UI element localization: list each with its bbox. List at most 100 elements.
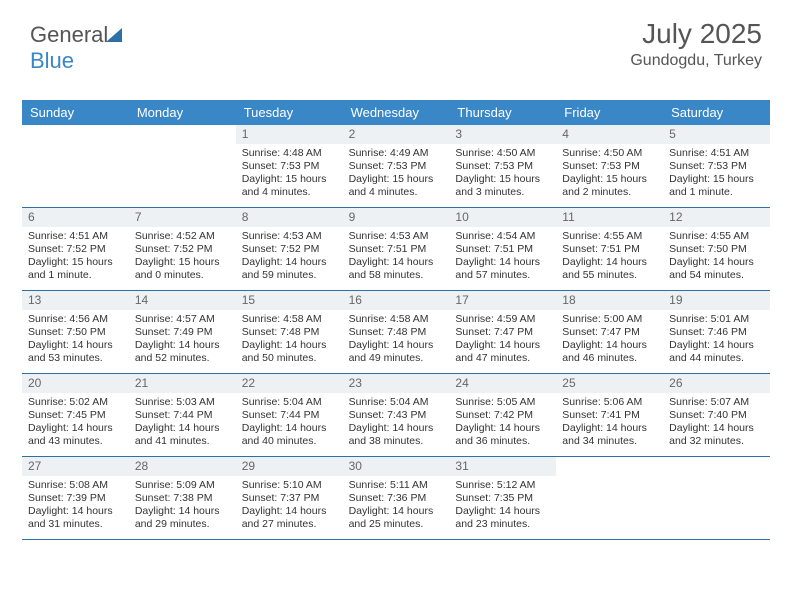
daylight-line: Daylight: 14 hours and 53 minutes. — [28, 339, 113, 364]
day-header: Tuesday — [236, 100, 343, 125]
calendar-cell: 1Sunrise: 4:48 AMSunset: 7:53 PMDaylight… — [236, 125, 343, 207]
logo: General Blue — [30, 22, 122, 74]
calendar-cell: 17Sunrise: 4:59 AMSunset: 7:47 PMDayligh… — [449, 291, 556, 373]
weeks-container: .. 1Sunrise: 4:48 AMSunset: 7:53 PMDaylig… — [22, 125, 770, 540]
sunset-line: Sunset: 7:52 PM — [28, 243, 106, 255]
day-number: 3 — [449, 125, 556, 144]
sunrise-line: Sunrise: 5:00 AM — [562, 313, 642, 325]
sunset-line: Sunset: 7:53 PM — [669, 160, 747, 172]
day-header-row: Sunday Monday Tuesday Wednesday Thursday… — [22, 100, 770, 125]
day-number: 12 — [663, 208, 770, 227]
sunrise-line: Sunrise: 4:49 AM — [349, 147, 429, 159]
calendar-cell: 24Sunrise: 5:05 AMSunset: 7:42 PMDayligh… — [449, 374, 556, 456]
calendar-cell: 27Sunrise: 5:08 AMSunset: 7:39 PMDayligh… — [22, 457, 129, 539]
sunrise-line: Sunrise: 5:03 AM — [135, 396, 215, 408]
sunset-line: Sunset: 7:44 PM — [242, 409, 320, 421]
sunset-line: Sunset: 7:52 PM — [242, 243, 320, 255]
day-number: 2 — [343, 125, 450, 144]
daylight-line: Daylight: 14 hours and 36 minutes. — [455, 422, 540, 447]
sunset-line: Sunset: 7:40 PM — [669, 409, 747, 421]
day-number: 13 — [22, 291, 129, 310]
day-number: 9 — [343, 208, 450, 227]
sunrise-line: Sunrise: 5:02 AM — [28, 396, 108, 408]
sunrise-line: Sunrise: 4:50 AM — [562, 147, 642, 159]
sunset-line: Sunset: 7:39 PM — [28, 492, 106, 504]
day-number: 28 — [129, 457, 236, 476]
daylight-line: Daylight: 15 hours and 1 minute. — [669, 173, 754, 198]
calendar-cell: 6Sunrise: 4:51 AMSunset: 7:52 PMDaylight… — [22, 208, 129, 290]
sunrise-line: Sunrise: 5:07 AM — [669, 396, 749, 408]
day-header: Sunday — [22, 100, 129, 125]
sunrise-line: Sunrise: 5:05 AM — [455, 396, 535, 408]
calendar-cell: 5Sunrise: 4:51 AMSunset: 7:53 PMDaylight… — [663, 125, 770, 207]
daylight-line: Daylight: 14 hours and 40 minutes. — [242, 422, 327, 447]
daylight-line: Daylight: 14 hours and 54 minutes. — [669, 256, 754, 281]
sunrise-line: Sunrise: 5:11 AM — [349, 479, 428, 491]
day-number: 29 — [236, 457, 343, 476]
sunrise-line: Sunrise: 4:50 AM — [455, 147, 535, 159]
calendar-cell: 11Sunrise: 4:55 AMSunset: 7:51 PMDayligh… — [556, 208, 663, 290]
daylight-line: Daylight: 15 hours and 1 minute. — [28, 256, 113, 281]
week-row: 27Sunrise: 5:08 AMSunset: 7:39 PMDayligh… — [22, 457, 770, 540]
day-header: Thursday — [449, 100, 556, 125]
daylight-line: Daylight: 14 hours and 43 minutes. — [28, 422, 113, 447]
logo-text-2: Blue — [30, 48, 74, 73]
day-number: 23 — [343, 374, 450, 393]
day-number: 30 — [343, 457, 450, 476]
calendar-cell: 18Sunrise: 5:00 AMSunset: 7:47 PMDayligh… — [556, 291, 663, 373]
sunrise-line: Sunrise: 5:04 AM — [242, 396, 322, 408]
sunset-line: Sunset: 7:52 PM — [135, 243, 213, 255]
sunrise-line: Sunrise: 4:51 AM — [669, 147, 749, 159]
calendar-cell: 7Sunrise: 4:52 AMSunset: 7:52 PMDaylight… — [129, 208, 236, 290]
daylight-line: Daylight: 15 hours and 4 minutes. — [242, 173, 327, 198]
calendar-cell: 29Sunrise: 5:10 AMSunset: 7:37 PMDayligh… — [236, 457, 343, 539]
daylight-line: Daylight: 14 hours and 32 minutes. — [669, 422, 754, 447]
sunrise-line: Sunrise: 5:04 AM — [349, 396, 429, 408]
calendar-cell: 26Sunrise: 5:07 AMSunset: 7:40 PMDayligh… — [663, 374, 770, 456]
day-number: 17 — [449, 291, 556, 310]
sunrise-line: Sunrise: 4:58 AM — [349, 313, 429, 325]
daylight-line: Daylight: 14 hours and 34 minutes. — [562, 422, 647, 447]
sunrise-line: Sunrise: 5:08 AM — [28, 479, 108, 491]
sunset-line: Sunset: 7:46 PM — [669, 326, 747, 338]
sunset-line: Sunset: 7:35 PM — [455, 492, 533, 504]
calendar-cell: 30Sunrise: 5:11 AMSunset: 7:36 PMDayligh… — [343, 457, 450, 539]
daylight-line: Daylight: 14 hours and 44 minutes. — [669, 339, 754, 364]
calendar-cell: 8Sunrise: 4:53 AMSunset: 7:52 PMDaylight… — [236, 208, 343, 290]
calendar-cell: 4Sunrise: 4:50 AMSunset: 7:53 PMDaylight… — [556, 125, 663, 207]
sunrise-line: Sunrise: 4:55 AM — [669, 230, 749, 242]
daylight-line: Daylight: 15 hours and 0 minutes. — [135, 256, 220, 281]
calendar-cell-empty: . — [22, 125, 129, 207]
calendar-cell: 10Sunrise: 4:54 AMSunset: 7:51 PMDayligh… — [449, 208, 556, 290]
day-number: 8 — [236, 208, 343, 227]
day-number: 20 — [22, 374, 129, 393]
daylight-line: Daylight: 14 hours and 58 minutes. — [349, 256, 434, 281]
daylight-line: Daylight: 15 hours and 2 minutes. — [562, 173, 647, 198]
calendar-cell: 21Sunrise: 5:03 AMSunset: 7:44 PMDayligh… — [129, 374, 236, 456]
sunrise-line: Sunrise: 4:53 AM — [349, 230, 429, 242]
day-number: 15 — [236, 291, 343, 310]
sunset-line: Sunset: 7:51 PM — [349, 243, 427, 255]
calendar-cell: 19Sunrise: 5:01 AMSunset: 7:46 PMDayligh… — [663, 291, 770, 373]
calendar-cell: 22Sunrise: 5:04 AMSunset: 7:44 PMDayligh… — [236, 374, 343, 456]
day-number: 16 — [343, 291, 450, 310]
daylight-line: Daylight: 14 hours and 38 minutes. — [349, 422, 434, 447]
calendar-cell: 13Sunrise: 4:56 AMSunset: 7:50 PMDayligh… — [22, 291, 129, 373]
header-right: July 2025 Gundogdu, Turkey — [630, 18, 762, 70]
sunrise-line: Sunrise: 4:58 AM — [242, 313, 322, 325]
day-number: 6 — [22, 208, 129, 227]
calendar-cell: 16Sunrise: 4:58 AMSunset: 7:48 PMDayligh… — [343, 291, 450, 373]
calendar-cell: 2Sunrise: 4:49 AMSunset: 7:53 PMDaylight… — [343, 125, 450, 207]
sunset-line: Sunset: 7:44 PM — [135, 409, 213, 421]
sunset-line: Sunset: 7:53 PM — [242, 160, 320, 172]
sunrise-line: Sunrise: 4:52 AM — [135, 230, 215, 242]
day-number: 19 — [663, 291, 770, 310]
sunrise-line: Sunrise: 5:12 AM — [455, 479, 535, 491]
daylight-line: Daylight: 14 hours and 47 minutes. — [455, 339, 540, 364]
calendar-cell: 25Sunrise: 5:06 AMSunset: 7:41 PMDayligh… — [556, 374, 663, 456]
calendar-cell-empty: . — [663, 457, 770, 539]
sunset-line: Sunset: 7:36 PM — [349, 492, 427, 504]
week-row: ..1Sunrise: 4:48 AMSunset: 7:53 PMDaylig… — [22, 125, 770, 208]
week-row: 6Sunrise: 4:51 AMSunset: 7:52 PMDaylight… — [22, 208, 770, 291]
daylight-line: Daylight: 15 hours and 4 minutes. — [349, 173, 434, 198]
